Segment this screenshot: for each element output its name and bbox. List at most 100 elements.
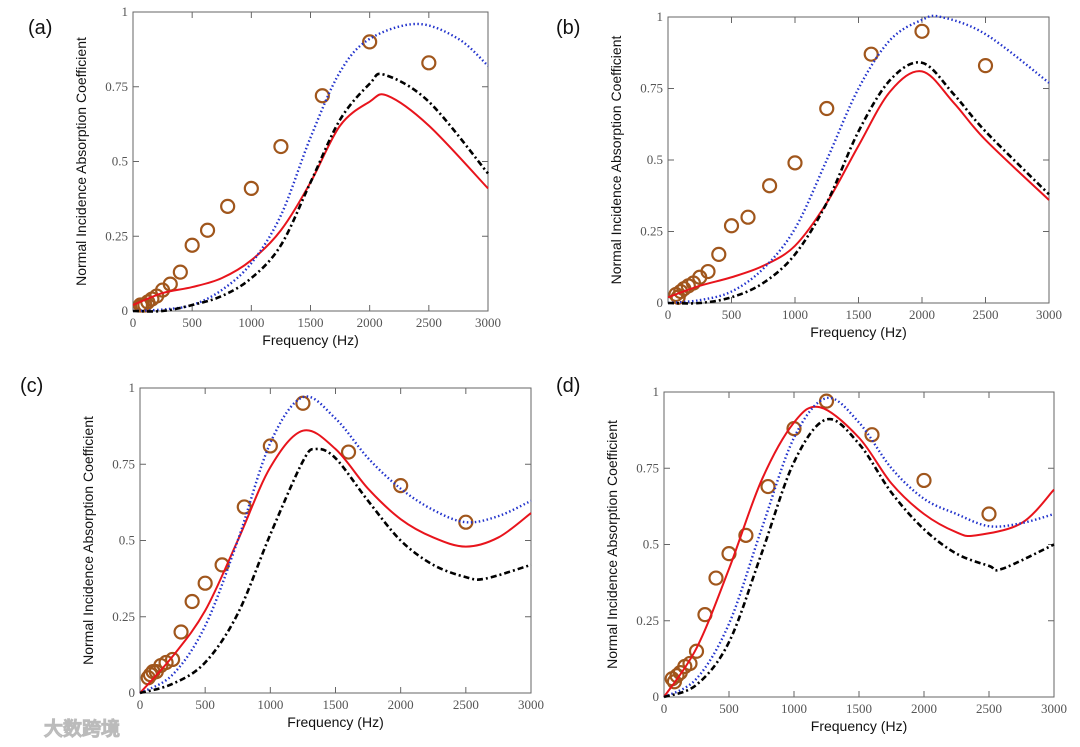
x-tick-label: 500 <box>722 307 742 322</box>
x-tick-label: 2500 <box>416 315 442 330</box>
y-tick-label: 0 <box>653 689 660 704</box>
series-line-blue-dotted <box>667 14 1050 305</box>
series-line-black-dashdot <box>663 417 1055 699</box>
x-tick-label: 2500 <box>973 307 999 322</box>
data-point-measured <box>682 655 698 672</box>
x-tick-label: 1000 <box>782 307 808 322</box>
series-line-red-solid <box>132 93 489 306</box>
data-point-measured <box>214 557 230 573</box>
series-line-black-dashdot <box>139 447 532 695</box>
plot-frame <box>667 16 1050 304</box>
series-line-red-solid <box>667 70 1050 299</box>
data-point-measured <box>184 593 200 610</box>
y-tick-label: 0.75 <box>105 79 128 94</box>
x-axis-label: Frequency (Hz) <box>262 332 358 348</box>
x-tick-label: 1000 <box>781 701 807 716</box>
x-tick-label: 2500 <box>453 697 479 712</box>
data-point-measured <box>708 570 724 586</box>
series-line-red-solid <box>139 429 532 694</box>
data-point-measured <box>172 264 188 280</box>
data-point-measured <box>981 506 997 522</box>
y-tick-label: 1 <box>122 4 129 19</box>
subplot-b: (b) 0 0.25 0.5 0.75 1 0 500 1000 1500 2000 2500 3000… <box>556 9 1062 340</box>
subplot-d: (d) 0 0.25 0.5 0.75 1 0 500 1000 1500 2000 2500 3000… <box>556 375 1067 734</box>
x-axis-label: Frequency (Hz) <box>810 324 906 340</box>
x-tick-label: 1000 <box>257 697 283 712</box>
data-point-measured <box>738 527 754 543</box>
series-line-blue-dotted <box>132 22 489 313</box>
y-axis-label: Normal Incidence Absorption Coefficient <box>73 37 89 286</box>
x-axis-label: Frequency (Hz) <box>811 718 907 734</box>
y-tick-label: 0 <box>657 295 664 310</box>
data-point-measured <box>761 178 778 194</box>
subplot-a: (a) 0 0.25 0.5 0.75 1 0 500 1000 1500 2000 2500 3000… <box>28 4 501 348</box>
data-point-measured <box>458 514 474 530</box>
data-point-measured <box>669 668 685 684</box>
x-tick-label: 2000 <box>388 697 414 712</box>
data-point-measured <box>914 23 930 39</box>
y-tick-label: 0.75 <box>640 81 663 96</box>
data-point-measured <box>184 237 200 253</box>
y-tick-label: 1 <box>657 9 664 24</box>
data-point-measured <box>173 624 189 640</box>
x-tick-label: 2000 <box>357 315 383 330</box>
x-tick-label: 3000 <box>518 697 544 712</box>
data-point-measured <box>262 438 278 454</box>
y-tick-label: 0.25 <box>105 228 128 243</box>
x-tick-label: 3000 <box>475 315 501 330</box>
y-tick-label: 0.5 <box>119 533 135 548</box>
data-point-measured <box>393 478 409 494</box>
x-tick-label: 3000 <box>1041 701 1067 716</box>
x-tick-label: 1500 <box>846 307 872 322</box>
data-point-measured <box>314 88 330 104</box>
series-line-blue-dotted <box>663 396 1055 699</box>
x-tick-label: 500 <box>182 315 202 330</box>
x-tick-label: 2500 <box>976 701 1002 716</box>
data-point-measured <box>711 246 727 262</box>
data-point-measured <box>164 651 181 668</box>
x-axis-label: Frequency (Hz) <box>287 714 383 730</box>
data-point-measured <box>819 100 835 117</box>
y-tick-label: 1 <box>129 380 136 395</box>
data-point-measured <box>760 478 776 495</box>
data-point-measured <box>818 393 835 409</box>
x-tick-label: 0 <box>130 315 137 330</box>
y-tick-label: 0 <box>129 685 136 700</box>
panel-label: (c) <box>20 375 43 397</box>
series-line-blue-dotted <box>139 395 532 695</box>
data-point-measured <box>199 222 216 238</box>
data-point-measured <box>740 209 756 225</box>
y-tick-label: 0.75 <box>636 460 659 475</box>
data-point-measured <box>421 55 437 71</box>
y-tick-label: 0 <box>122 303 129 318</box>
data-point-measured <box>863 46 879 62</box>
data-point-measured <box>273 138 289 155</box>
plot-frame <box>139 387 532 694</box>
data-point-measured <box>236 499 252 515</box>
data-point-measured <box>340 444 357 460</box>
x-tick-label: 2000 <box>911 701 937 716</box>
data-point-measured <box>197 575 213 591</box>
y-tick-label: 0.25 <box>112 609 135 624</box>
data-point-measured <box>977 58 994 74</box>
panel-label: (b) <box>556 17 580 39</box>
y-axis-label: Normal Incidence Absorption Coefficient <box>80 416 96 665</box>
x-tick-label: 2000 <box>909 307 935 322</box>
data-point-measured <box>220 198 236 214</box>
x-tick-label: 0 <box>137 697 144 712</box>
series-line-red-solid <box>663 405 1055 698</box>
y-tick-label: 0.5 <box>112 154 128 169</box>
data-point-measured <box>723 218 740 234</box>
data-point-measured <box>787 155 803 171</box>
y-tick-label: 0.75 <box>112 456 135 471</box>
y-tick-label: 0.5 <box>643 537 659 552</box>
y-axis-label: Normal Incidence Absorption Coefficient <box>604 420 620 669</box>
data-point-measured <box>688 643 705 659</box>
plot-frame <box>132 11 489 312</box>
x-tick-label: 1500 <box>323 697 349 712</box>
data-point-measured <box>916 472 932 489</box>
y-axis-label: Normal Incidence Absorption Coefficient <box>608 36 624 285</box>
panel-label: (d) <box>556 375 580 397</box>
data-point-measured <box>243 180 259 197</box>
